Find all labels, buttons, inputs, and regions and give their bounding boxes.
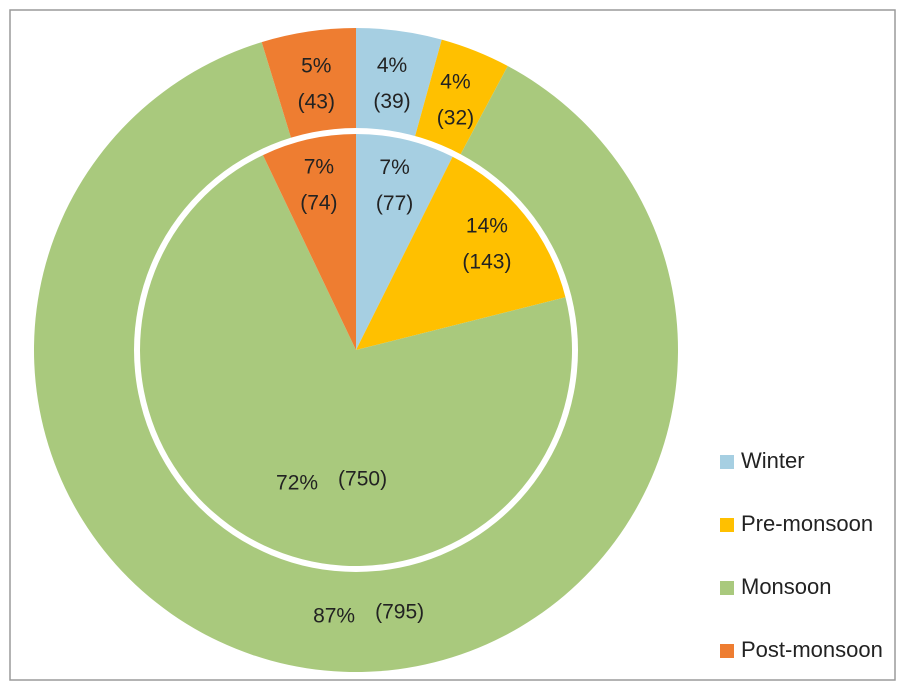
legend-label: Pre-monsoon: [741, 511, 873, 536]
value-label: (795): [375, 600, 424, 623]
percent-label: 72%: [276, 471, 318, 494]
legend-label: Post-monsoon: [741, 637, 883, 662]
percent-label: 87%: [313, 604, 355, 627]
legend-label: Winter: [741, 448, 805, 473]
legend-swatch: [720, 518, 734, 532]
legend-label: Monsoon: [741, 574, 832, 599]
pie-slice: [356, 156, 566, 350]
value-label: (77): [376, 192, 413, 215]
value-label: (43): [298, 91, 335, 114]
pie-slice: [356, 134, 453, 350]
percent-label: 5%: [301, 55, 331, 78]
pie-slice: [262, 134, 356, 350]
percent-label: 4%: [440, 71, 470, 94]
percent-label: 4%: [377, 54, 407, 77]
value-label: (39): [373, 90, 410, 113]
legend-swatch: [720, 581, 734, 595]
percent-label: 14%: [466, 214, 508, 237]
percent-label: 7%: [379, 156, 409, 179]
value-label: (74): [300, 192, 337, 215]
value-label: (750): [338, 467, 387, 490]
percent-label: 7%: [304, 156, 334, 179]
value-label: (32): [437, 107, 474, 130]
pie-slice: [140, 155, 573, 567]
value-label: (143): [462, 250, 511, 273]
legend-swatch: [720, 455, 734, 469]
legend-swatch: [720, 644, 734, 658]
